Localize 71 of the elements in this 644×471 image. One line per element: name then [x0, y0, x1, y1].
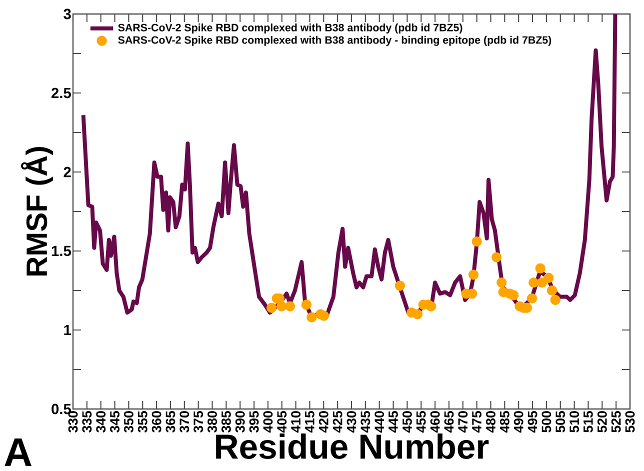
- x-tick-label: 355: [138, 410, 148, 433]
- point: [318, 310, 329, 321]
- x-tick-label: 465: [444, 410, 454, 433]
- x-tick-label: 380: [208, 411, 217, 433]
- point: [550, 294, 560, 306]
- point: [526, 293, 538, 304]
- x-tick-label: 500: [542, 411, 552, 432]
- x-tick-label: 445: [388, 410, 398, 433]
- x-tick-label: 420: [318, 411, 328, 433]
- x-tick-label: 440: [374, 411, 384, 433]
- x-tick-label: 425: [332, 410, 342, 433]
- x-tick-label: 390: [235, 411, 245, 433]
- point: [301, 300, 312, 310]
- x-tick-label: 395: [249, 410, 259, 433]
- x-tick-label: 340: [96, 411, 106, 433]
- point: [426, 301, 436, 312]
- x-tick-label: 525: [611, 410, 621, 432]
- x-tick-label: 415: [305, 410, 314, 433]
- x-tick-label: 350: [124, 411, 134, 433]
- point: [544, 272, 554, 283]
- point: [412, 309, 423, 320]
- y-tick-label: 1: [64, 324, 71, 336]
- x-tick-label: 360: [152, 411, 162, 433]
- x-tick-label: 505: [556, 410, 566, 432]
- x-tick-label: 370: [180, 411, 190, 433]
- point: [536, 278, 548, 288]
- y-axis-title: RMSF (Å): [21, 147, 53, 276]
- x-tick-label: 435: [360, 410, 370, 433]
- x-tick-label: 475: [472, 410, 482, 433]
- x-tick-label: 405: [277, 410, 287, 433]
- x-tick-label: 365: [166, 410, 176, 433]
- x-tick-label: 460: [430, 411, 440, 433]
- point: [394, 280, 406, 291]
- point: [496, 278, 507, 288]
- y-tick-label: 1.5: [52, 246, 71, 256]
- x-tick-label: 490: [514, 411, 524, 433]
- point: [508, 290, 519, 300]
- point: [535, 263, 546, 274]
- x-tick-label: 385: [221, 410, 231, 433]
- x-tick-label: 375: [194, 410, 204, 433]
- x-tick-label: 510: [570, 411, 580, 432]
- y-tick-label: 2: [64, 166, 71, 178]
- point: [472, 236, 482, 247]
- x-tick-label: 345: [110, 410, 120, 433]
- x-tick-label: 470: [458, 411, 468, 433]
- y-tick-label: 3: [64, 8, 71, 20]
- point: [546, 285, 558, 296]
- x-tick-label: 450: [402, 411, 412, 433]
- point: [276, 301, 287, 312]
- x-tick-label: 530: [625, 411, 635, 432]
- point: [266, 302, 277, 313]
- y-tick-label: 2.5: [52, 88, 71, 98]
- x-tick-label: 335: [82, 410, 92, 433]
- x-tick-label: 480: [486, 411, 496, 433]
- x-axis-title: Residue Number: [216, 434, 489, 459]
- point: [492, 252, 502, 262]
- text: A: [4, 438, 32, 466]
- x-tick-label: 520: [597, 411, 607, 432]
- point: [284, 301, 296, 312]
- x-tick-label: 495: [528, 410, 538, 433]
- x-tick-label: 455: [416, 410, 426, 433]
- point: [306, 312, 317, 322]
- point: [468, 270, 479, 280]
- x-tick-label: 430: [346, 411, 356, 433]
- legend-label: SARS-CoV-2 Spike RBD complexed with B38 antibody (pdb id 7BZ5): [118, 24, 462, 34]
- x-tick-label: 400: [263, 411, 273, 433]
- x-tick-label: 410: [291, 411, 301, 433]
- point: [528, 278, 539, 288]
- x-tick-label: 485: [500, 410, 510, 433]
- x-tick-label: 515: [584, 410, 593, 432]
- legend-label: SARS-CoV-2 Spike RBD complexed with B38 antibody - binding epitope (pdb id 7BZ5): [118, 36, 552, 46]
